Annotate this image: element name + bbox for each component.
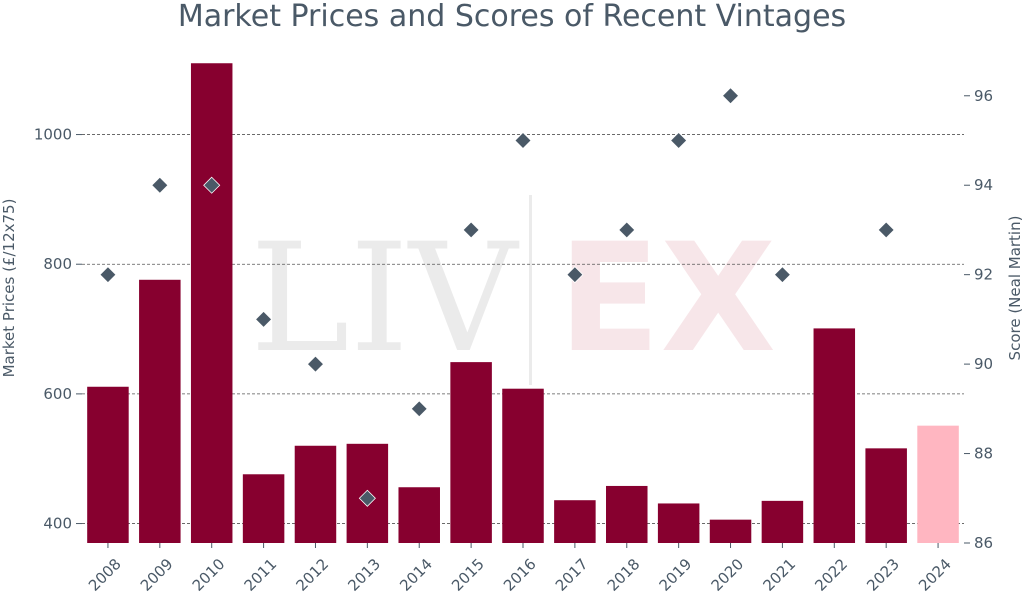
x-axis: 2008 2009 2010 2011 2012 2013 2014 2015 2016 2017… bbox=[85, 543, 955, 595]
x-tick-label: 2017 bbox=[552, 555, 592, 595]
score-point-2018 bbox=[618, 221, 636, 239]
bar-2017 bbox=[554, 500, 596, 543]
score-point-2009 bbox=[151, 176, 169, 194]
bar-2020 bbox=[709, 519, 752, 543]
bar-2011 bbox=[242, 474, 285, 543]
bar-2022 bbox=[813, 328, 856, 543]
score-point-2012 bbox=[306, 355, 325, 373]
bar-2021 bbox=[761, 500, 804, 543]
y-axis-right: 86 88 90 92 94 96 bbox=[964, 87, 993, 552]
y-tick-label: 1000 bbox=[34, 126, 72, 144]
bar-2023 bbox=[865, 448, 907, 543]
bar-2008 bbox=[87, 386, 129, 543]
x-tick-label: 2019 bbox=[656, 555, 696, 595]
bar-2018 bbox=[606, 485, 648, 543]
watermark-text-right: EX bbox=[558, 212, 776, 386]
bar-2009 bbox=[139, 279, 181, 543]
score-point-2021 bbox=[773, 266, 791, 284]
bar-series bbox=[87, 63, 959, 544]
y-tick-label: 400 bbox=[43, 515, 72, 533]
y2-tick-label: 96 bbox=[974, 87, 993, 105]
y-tick-label: 600 bbox=[43, 385, 72, 403]
watermark: LIV EX bbox=[250, 195, 776, 386]
watermark-divider bbox=[529, 195, 532, 385]
watermark-text-left: LIV bbox=[250, 212, 520, 386]
bar-2016 bbox=[502, 388, 544, 543]
x-tick-label: 2024 bbox=[915, 555, 955, 595]
score-point-2020 bbox=[721, 87, 740, 105]
score-point-2011 bbox=[255, 310, 273, 328]
x-tick-label: 2016 bbox=[500, 555, 540, 595]
x-tick-label: 2018 bbox=[604, 555, 644, 595]
y-tick-label: 800 bbox=[43, 255, 72, 273]
score-point-2019 bbox=[670, 131, 688, 150]
y2-axis-title: Score (Neal Martin) bbox=[1006, 216, 1024, 361]
bar-2024 bbox=[917, 425, 959, 543]
x-tick-label: 2009 bbox=[137, 555, 177, 595]
score-point-2017 bbox=[566, 266, 584, 284]
bar-2015 bbox=[450, 362, 492, 543]
score-point-2016 bbox=[514, 131, 532, 150]
y2-tick-label: 94 bbox=[974, 176, 993, 194]
chart-title: Market Prices and Scores of Recent Vinta… bbox=[177, 0, 847, 34]
x-tick-label: 2020 bbox=[708, 555, 748, 595]
score-point-2023 bbox=[877, 221, 895, 239]
x-tick-label: 2015 bbox=[448, 555, 488, 595]
x-tick-label: 2012 bbox=[292, 555, 332, 595]
x-tick-label: 2008 bbox=[85, 555, 125, 595]
y-axis-left: 400 600 800 1000 bbox=[34, 126, 82, 533]
x-tick-label: 2022 bbox=[811, 555, 851, 595]
score-point-2013 bbox=[358, 489, 376, 507]
bar-2019 bbox=[657, 503, 700, 543]
bar-2012 bbox=[294, 445, 337, 543]
score-point-2015 bbox=[462, 221, 480, 239]
y-axis-title: Market Prices (£/12x75) bbox=[0, 199, 18, 378]
x-tick-label: 2021 bbox=[759, 555, 799, 595]
score-point-2010 bbox=[203, 176, 221, 194]
x-tick-label: 2013 bbox=[344, 555, 384, 595]
y2-tick-label: 88 bbox=[974, 445, 993, 463]
x-tick-label: 2010 bbox=[189, 555, 229, 595]
score-point-2008 bbox=[99, 266, 117, 284]
y2-tick-label: 92 bbox=[974, 266, 993, 284]
y2-tick-label: 90 bbox=[974, 355, 993, 373]
y2-tick-label: 86 bbox=[974, 534, 993, 552]
score-point-2014 bbox=[410, 400, 428, 418]
x-tick-label: 2023 bbox=[863, 555, 903, 595]
x-tick-label: 2011 bbox=[241, 555, 281, 595]
bar-2010 bbox=[190, 63, 233, 544]
bar-2014 bbox=[398, 487, 440, 543]
x-tick-label: 2014 bbox=[396, 555, 436, 595]
score-series bbox=[99, 87, 895, 507]
